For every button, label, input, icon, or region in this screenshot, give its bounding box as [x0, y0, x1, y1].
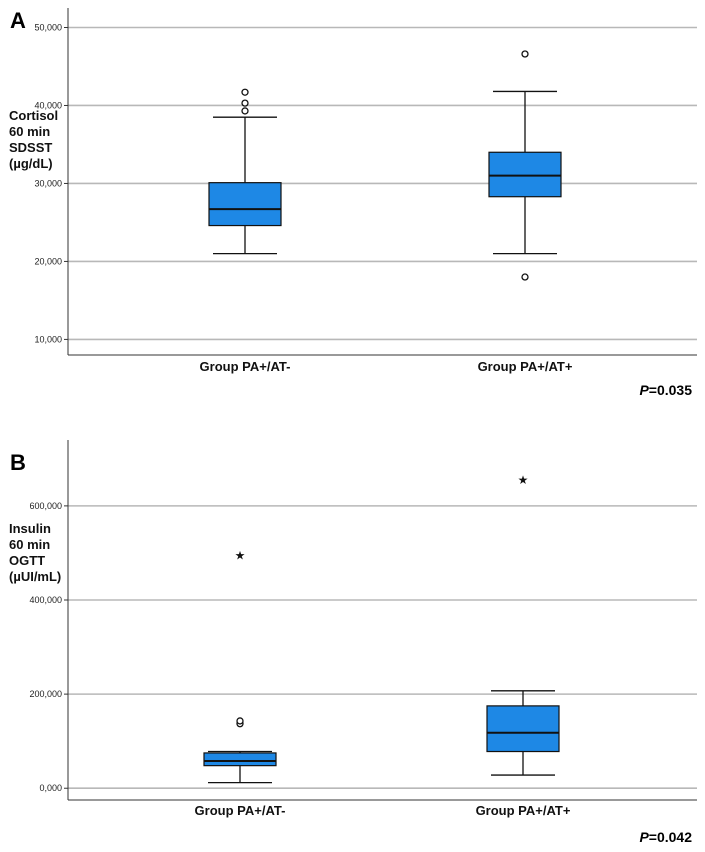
panel-label: A	[10, 8, 26, 33]
x-category-label: Group PA+/AT-	[195, 803, 286, 818]
y-tick-label: 50,000	[34, 22, 62, 32]
p-value: P=0.035	[639, 382, 692, 398]
y-axis-label-line: SDSST	[9, 140, 52, 155]
y-tick-label: 30,000	[34, 178, 62, 188]
extreme-point: ★	[235, 548, 246, 562]
y-tick-label: 400,000	[29, 595, 62, 605]
y-axis-label-line: (µUI/mL)	[9, 569, 61, 584]
panel-a: A 10,000 20,000 30,000 40,000 50,000 Cortisol6…	[9, 8, 697, 398]
y-tick-label: 600,000	[29, 501, 62, 511]
x-category-label: Group PA+/AT+	[476, 803, 571, 818]
y-tick-label: 10,000	[34, 334, 62, 344]
iqr-box	[208, 182, 282, 227]
y-axis-label-line: 60 min	[9, 124, 50, 139]
iqr-box	[203, 752, 277, 767]
y-axis-label-line: Insulin	[9, 521, 51, 536]
y-axis-label-line: OGTT	[9, 553, 45, 568]
iqr-box	[486, 705, 560, 753]
box-2: ★	[486, 473, 560, 776]
y-tick-label: 20,000	[34, 256, 62, 266]
y-tick-label: 0,000	[39, 783, 62, 793]
outlier-point	[241, 107, 249, 115]
iqr-box	[488, 151, 562, 198]
y-tick-label: 200,000	[29, 689, 62, 699]
y-axis-label-line: (µg/dL)	[9, 156, 53, 171]
panel-label: B	[10, 450, 26, 475]
extreme-point: ★	[518, 473, 529, 487]
outlier-point	[241, 88, 249, 96]
y-axis-label-line: Cortisol	[9, 108, 58, 123]
box-1	[208, 88, 282, 255]
p-value: P=0.042	[639, 829, 692, 845]
box-2	[488, 50, 562, 281]
y-axis-label-line: 60 min	[9, 537, 50, 552]
outlier-point	[236, 717, 244, 725]
y-tick-label: 40,000	[34, 100, 62, 110]
x-category-label: Group PA+/AT-	[200, 359, 291, 374]
outlier-point	[241, 99, 249, 107]
outlier-point	[521, 50, 529, 58]
x-category-label: Group PA+/AT+	[478, 359, 573, 374]
outlier-point	[521, 273, 529, 281]
box-1: ★	[203, 548, 277, 784]
